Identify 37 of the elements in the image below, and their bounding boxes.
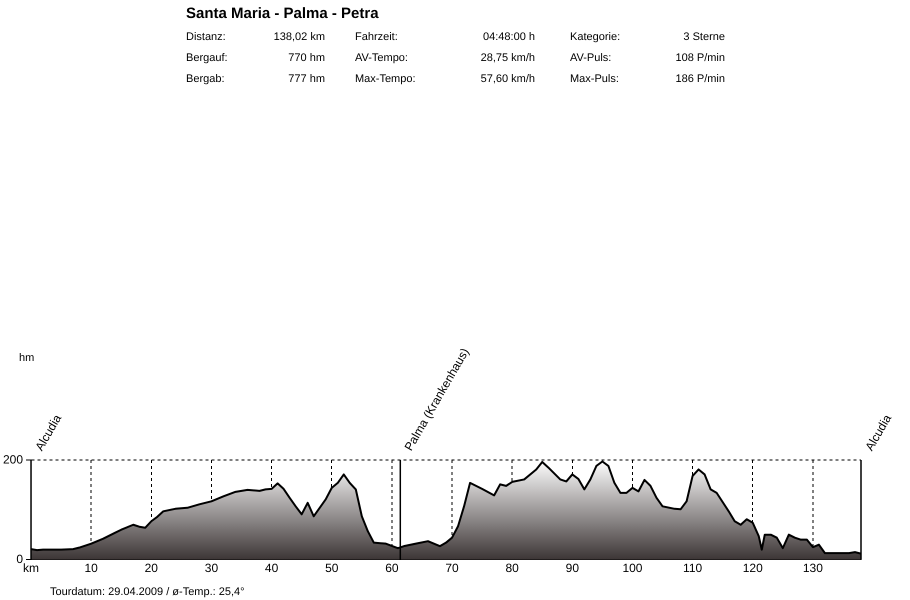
x-tick-label: 130 (802, 561, 824, 576)
chart-title: Santa Maria - Palma - Petra (186, 5, 379, 22)
text: AV-Puls: (570, 52, 612, 64)
x-tick-label: 20 (144, 561, 158, 576)
x-tick-label: 50 (325, 561, 339, 576)
x-tick-label: 60 (385, 561, 399, 576)
x-tick-label: 10 (84, 561, 98, 576)
text: Bergab: (186, 73, 225, 85)
y-tick-label: 200 (2, 452, 24, 466)
y-tick-label: 0 (16, 552, 24, 566)
text: 138,02 km (274, 31, 325, 43)
text: 28,75 km/h (480, 52, 535, 64)
text: 186 P/min (675, 73, 725, 85)
text: 108 P/min (675, 52, 725, 64)
text: AV-Tempo: (355, 52, 408, 64)
text: hm (19, 352, 34, 364)
text: Bergauf: (186, 52, 228, 64)
text: Fahrzeit: (355, 31, 398, 43)
text: 3 Sterne (683, 31, 725, 43)
x-tick-label: 120 (742, 561, 764, 576)
text: Tourdatum: 29.04.2009 / ø-Temp.: 25,4° (50, 586, 245, 598)
text: 777 hm (288, 73, 325, 85)
text: Max-Tempo: (355, 73, 416, 85)
text: 57,60 km/h (480, 73, 535, 85)
text: 04:48:00 h (483, 31, 535, 43)
x-tick-label: 30 (204, 561, 218, 576)
x-tick-label: 40 (264, 561, 279, 576)
x-tick-label: 100 (622, 561, 643, 576)
text: Kategorie: (570, 31, 620, 43)
text: 770 hm (288, 52, 325, 64)
text: Distanz: (186, 31, 226, 43)
x-tick-label: 80 (505, 561, 520, 576)
x-tick-label: km (23, 561, 40, 576)
x-tick-label: 70 (445, 561, 460, 576)
x-tick-label: 90 (566, 561, 580, 576)
text: Max-Puls: (570, 73, 619, 85)
x-tick-label: 110 (683, 561, 702, 576)
